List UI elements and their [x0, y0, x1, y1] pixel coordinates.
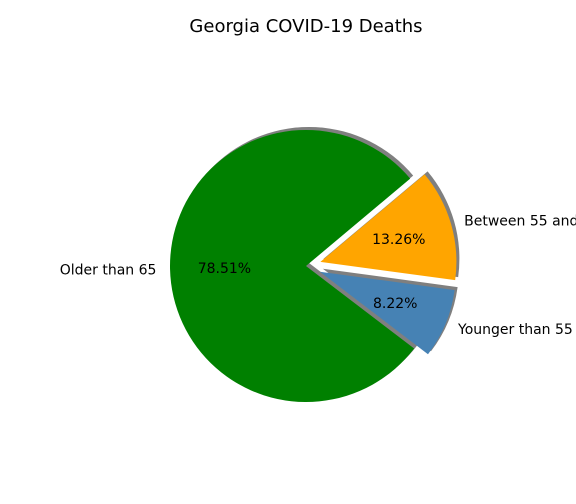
pie-label-layer: 78.51% Older than 65 8.22% Younger than 55 1…	[60, 213, 576, 338]
pie-slice-between-55-and-64	[320, 174, 457, 281]
slice-label-older-than-65: Older than 65	[60, 262, 157, 278]
slice-label-between-55-and-64: Between 55 and 64	[464, 213, 576, 229]
pct-label-younger-than-55: 8.22%	[373, 296, 417, 312]
slice-label-younger-than-55: Younger than 55	[457, 322, 573, 338]
pct-label-between-55-and-64: 13.26%	[372, 232, 425, 248]
pie-slice-layer	[170, 130, 457, 402]
chart-title: Georgia COVID-19 Deaths	[189, 16, 422, 37]
pie-slice-younger-than-55	[319, 271, 455, 355]
pct-label-older-than-65: 78.51%	[198, 261, 251, 277]
pie-slice-older-than-65	[170, 130, 415, 402]
